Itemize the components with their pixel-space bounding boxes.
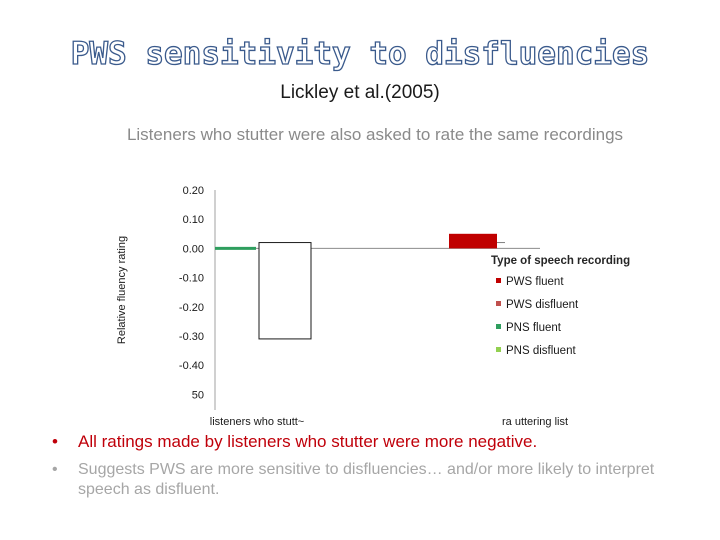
slide-title: PWS sensitivity to disfluencies <box>70 35 650 72</box>
y-tick-label: -0.30 <box>179 331 204 343</box>
bullet-marker: • <box>52 461 58 478</box>
y-tick-label: -0.10 <box>179 273 204 285</box>
bullet-item: • Suggests PWS are more sensitive to dis… <box>52 460 692 500</box>
y-axis-label: Relative fluency rating <box>116 236 128 344</box>
x-category-label: ra uttering list <box>502 416 568 428</box>
legend-swatch <box>496 278 501 283</box>
outlined-bar <box>258 242 312 340</box>
y-tick-label: 0.10 <box>183 214 204 226</box>
legend-label: PNS fluent <box>506 322 562 334</box>
y-tick-label: 50 <box>192 389 204 401</box>
bullet-list: • All ratings made by listeners who stut… <box>52 432 692 500</box>
legend-swatch <box>496 347 501 352</box>
legend-label: PWS fluent <box>506 276 564 288</box>
y-tick-label: 0.00 <box>183 243 204 255</box>
legend-label: PWS disfluent <box>506 299 579 311</box>
bullet-text: Suggests PWS are more sensitive to disfl… <box>78 461 655 498</box>
y-tick-label: 0.20 <box>183 185 204 197</box>
slide-tagline: Listeners who stutter were also asked to… <box>126 125 624 144</box>
legend-swatch <box>496 324 501 329</box>
bar <box>449 233 497 249</box>
bullet-item: • All ratings made by listeners who stut… <box>52 432 692 452</box>
legend-title: Type of speech recording <box>491 255 630 267</box>
x-category-label: listeners who stutt~ <box>210 416 304 428</box>
bar-chart: Relative fluency rating 0.20 0.10 0.00 -0.10… <box>116 185 630 428</box>
slide-subtitle: Lickley et al.(2005) <box>280 82 440 103</box>
bullet-marker: • <box>52 432 58 451</box>
y-tick-label: -0.20 <box>179 302 204 314</box>
y-tick-label: -0.40 <box>179 360 204 372</box>
legend-swatch <box>496 301 501 306</box>
bullet-text: All ratings made by listeners who stutte… <box>78 432 538 451</box>
legend-label: PNS disfluent <box>506 345 576 357</box>
